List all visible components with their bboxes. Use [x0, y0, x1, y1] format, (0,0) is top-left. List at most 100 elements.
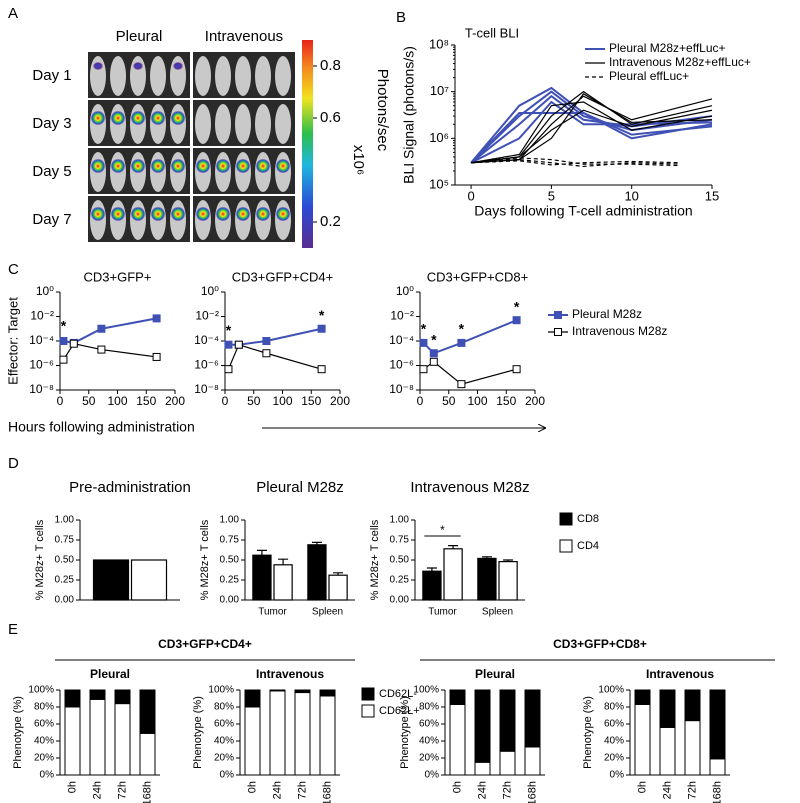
signal: [256, 207, 270, 221]
x-tick-label: 0h: [636, 781, 648, 793]
bar-segment: [474, 761, 491, 776]
mouse: [150, 56, 166, 96]
y-tick-label: 0%: [40, 770, 55, 781]
bar-segment: [474, 689, 491, 763]
signal: [131, 159, 145, 173]
y-tick-label: 80%: [34, 702, 54, 713]
significance: *: [319, 307, 325, 323]
series-line: [471, 157, 680, 167]
legend-label: CD8: [577, 513, 599, 525]
signal: [171, 207, 185, 221]
x-tick-label: 168h: [711, 781, 723, 803]
bar-segment: [684, 720, 701, 776]
bar: [252, 554, 272, 601]
x-tick-label: 0: [57, 394, 64, 408]
panel-label: A: [8, 5, 18, 22]
mouse: [235, 104, 251, 144]
x-tick-label: 100: [467, 394, 487, 408]
y-tick-label: 80%: [214, 702, 234, 713]
y-tick-label: 60%: [419, 719, 439, 730]
legend-label: Intravenous M28z: [572, 324, 667, 338]
x-tick-label: 150: [136, 394, 156, 408]
bar: [477, 557, 497, 601]
signal: [93, 62, 103, 70]
y-tick-label: 10⁻⁸: [29, 382, 54, 396]
mouse: [235, 56, 251, 96]
x-tick-label: 100: [107, 394, 127, 408]
x-tick-label: 15: [705, 188, 719, 203]
y-tick-label: 10⁻⁸: [389, 382, 414, 396]
x-tick-label: 24h: [91, 781, 103, 799]
data-point: [419, 365, 428, 374]
x-tick-label: 168h: [321, 781, 333, 803]
y-tick-label: 80%: [419, 702, 439, 713]
bar-segment: [524, 689, 541, 748]
signal: [151, 207, 165, 221]
data-point: [457, 380, 466, 389]
y-tick-label: 10⁻²: [30, 309, 54, 323]
y-tick-label: 60%: [34, 719, 54, 730]
mouse: [255, 104, 271, 144]
signal: [171, 159, 185, 173]
bar-segment: [89, 689, 106, 700]
error-bar: [311, 541, 322, 545]
y-tick-label: 100%: [208, 685, 234, 696]
y-tick-label: 10⁻⁴: [389, 333, 414, 347]
y-axis-label: Phenotype (%): [12, 696, 24, 769]
y-tick-label: 40%: [34, 736, 54, 747]
y-tick-label: 10⁻⁸: [194, 382, 219, 396]
legend-label: Pleural M28z+effLuc+: [609, 41, 726, 55]
legend-label: Pleural M28z: [572, 307, 642, 321]
x-tick-label: 168h: [526, 781, 538, 803]
x-tick-label: 72h: [501, 781, 513, 799]
x-tick-label: 50: [82, 394, 96, 408]
y-tick-label: 60%: [214, 719, 234, 730]
y-tick-label: 10⁵: [429, 176, 449, 191]
mouse: [215, 56, 231, 96]
data-point: [512, 316, 521, 325]
y-tick-label: 0.50: [55, 555, 75, 566]
y-axis-label: Phenotype (%): [399, 696, 411, 769]
group-title: CD3+GFP+CD8+: [553, 637, 647, 651]
x-tick-label: 0: [417, 394, 424, 408]
y-tick-label: 10⁻²: [195, 309, 219, 323]
x-tick-label: 72h: [686, 781, 698, 799]
bar-segment: [269, 690, 286, 776]
series-line: [470, 86, 713, 164]
y-tick-label: 10⁻⁶: [389, 358, 414, 372]
chart-title: T-cell BLI: [465, 25, 519, 40]
series-line: [62, 343, 157, 360]
row-label: Day 7: [32, 211, 71, 228]
y-tick-label: 40%: [214, 736, 234, 747]
mouse: [110, 56, 126, 96]
data-point: [262, 337, 271, 345]
bar-segment: [684, 689, 701, 722]
y-tick-label: 0.25: [220, 575, 240, 586]
x-tick-label: 0: [467, 188, 474, 203]
y-tick-label: 1.00: [390, 515, 410, 526]
series-line: [470, 100, 713, 164]
bar-segment: [524, 746, 541, 776]
bar-segment: [269, 689, 286, 692]
x-tick-label: 72h: [116, 781, 128, 799]
bar-segment: [499, 750, 516, 776]
y-axis-label: % M28z+ T cells: [369, 519, 381, 600]
error-bar: [256, 549, 267, 556]
x-tick-label: Spleen: [312, 607, 343, 618]
y-tick-label: 0.00: [390, 595, 410, 606]
signal: [91, 207, 105, 221]
signal: [196, 159, 210, 173]
legend-label: Intravenous M28z+effLuc+: [609, 55, 751, 69]
signal: [256, 159, 270, 173]
column-header: Intravenous: [205, 28, 283, 45]
data-point: [152, 314, 161, 323]
y-tick-label: 0.50: [220, 555, 240, 566]
signal: [91, 111, 105, 125]
signal: [216, 207, 230, 221]
data-point: [262, 349, 271, 358]
data-point: [97, 324, 106, 333]
bar: [443, 548, 463, 601]
series-line: [227, 343, 322, 370]
